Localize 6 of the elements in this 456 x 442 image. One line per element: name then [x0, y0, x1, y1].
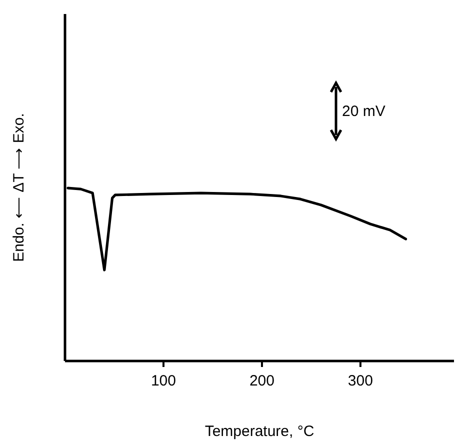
text: 20 mV	[342, 103, 386, 120]
x-tick-label: 300	[348, 372, 373, 390]
x-tick-label: 200	[249, 372, 274, 390]
y-axis-title: Endo. ⟵ ΔT ⟶ Exo.	[10, 113, 28, 262]
x-tick-label: 100	[150, 372, 176, 390]
x-axis-title: Temperature, °C	[204, 423, 314, 440]
